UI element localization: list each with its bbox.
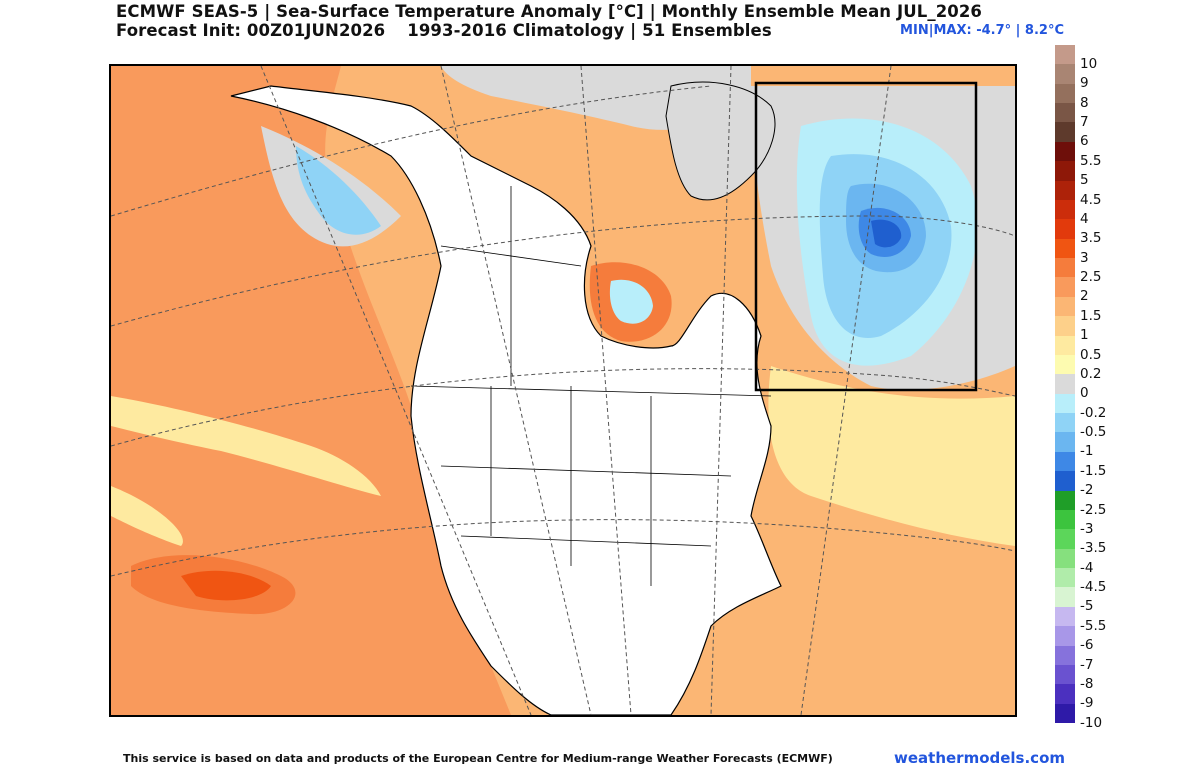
colorbar-label: -1 <box>1080 443 1094 460</box>
colorbar-segment <box>1055 703 1075 724</box>
colorbar-segment <box>1055 180 1075 201</box>
colorbar-label: 10 <box>1080 56 1098 72</box>
footer-attribution: This service is based on data and produc… <box>123 752 833 765</box>
colorbar-label: 2.5 <box>1080 269 1102 286</box>
colorbar-label: 1.5 <box>1080 307 1102 324</box>
political-borders <box>410 186 772 586</box>
colorbar-segment <box>1055 393 1075 414</box>
colorbar-label: 5 <box>1080 172 1089 189</box>
colorbar-segment <box>1055 374 1075 395</box>
pacific-hot-spot <box>181 570 271 601</box>
colorbar-segment <box>1055 645 1075 666</box>
colorbar-segment <box>1055 606 1075 627</box>
colorbar-label: 0.5 <box>1080 346 1102 363</box>
atlantic-pale <box>768 366 1015 546</box>
colorbar-segment <box>1055 587 1075 608</box>
colorbar-label: -4.5 <box>1080 579 1107 596</box>
minmax-readout: MIN|MAX: -4.7° | 8.2°C <box>900 23 1064 38</box>
colorbar-label: -8 <box>1080 675 1094 692</box>
colorbar <box>1055 45 1075 724</box>
alaska-gulf-blue <box>296 146 381 235</box>
colorbar-segment <box>1055 529 1075 550</box>
footer-brand[interactable]: weathermodels.com <box>894 749 1066 767</box>
colorbar-segment <box>1055 335 1075 356</box>
pacific-neutral-streak-2 <box>111 486 183 546</box>
colorbar-segment <box>1055 316 1075 337</box>
colorbar-segment <box>1055 277 1075 298</box>
colorbar-label: 3 <box>1080 249 1089 266</box>
highlight-box <box>754 81 978 392</box>
pacific-neutral-streak <box>111 396 381 496</box>
colorbar-segment <box>1055 64 1075 85</box>
colorbar-segment <box>1055 141 1075 162</box>
colorbar-segment <box>1055 354 1075 375</box>
colorbar-label: -3 <box>1080 520 1094 537</box>
colorbar-segment <box>1055 413 1075 433</box>
colorbar-label: -2.5 <box>1080 501 1107 518</box>
colorbar-segment <box>1055 83 1075 104</box>
colorbar-label: 3.5 <box>1080 230 1102 247</box>
colorbar-label: 1 <box>1080 327 1089 344</box>
map-panel <box>109 64 1017 717</box>
colorbar-label: -0.5 <box>1080 424 1107 441</box>
colorbar-label: 2 <box>1080 288 1089 305</box>
colorbar-segment <box>1055 238 1075 259</box>
colorbar-label: -9 <box>1080 695 1094 712</box>
colorbar-segment <box>1055 219 1075 240</box>
colorbar-label: 0 <box>1080 385 1089 402</box>
colorbar-segment <box>1055 161 1075 182</box>
colorbar-segment <box>1055 568 1075 588</box>
north-america-land <box>230 85 782 715</box>
graticule <box>111 66 1015 715</box>
colorbar-label: -7 <box>1080 656 1094 673</box>
north-atlantic-dark-core <box>871 219 902 248</box>
colorbar-segment <box>1055 509 1075 530</box>
colorbar-label: 6 <box>1080 133 1089 150</box>
colorbar-segment <box>1055 103 1075 123</box>
colorbar-segment <box>1055 684 1075 705</box>
colorbar-segment <box>1055 626 1075 646</box>
colorbar-label: 0.2 <box>1080 365 1102 382</box>
forecast-init: Forecast Init: 00Z01JUN2026 <box>116 21 386 40</box>
colorbar-segment <box>1055 296 1075 317</box>
colorbar-label: 9 <box>1080 75 1089 92</box>
colorbar-segment <box>1055 451 1075 472</box>
colorbar-segment <box>1055 432 1075 453</box>
colorbar-segment <box>1055 490 1075 511</box>
colorbar-label: -6 <box>1080 637 1094 654</box>
colorbar-segment <box>1055 548 1075 569</box>
colorbar-label: 5.5 <box>1080 152 1102 169</box>
colorbar-label: 4.5 <box>1080 191 1102 208</box>
title-line-2: Forecast Init: 00Z01JUN2026 1993-2016 Cli… <box>116 21 772 40</box>
pacific-warm-region <box>111 66 511 715</box>
colorbar-label: -5.5 <box>1080 617 1107 634</box>
colorbar-segment <box>1055 258 1075 278</box>
colorbar-label: -2 <box>1080 482 1094 499</box>
sst-anomaly-map <box>111 66 1015 715</box>
colorbar-label: -5 <box>1080 598 1094 615</box>
colorbar-segment <box>1055 122 1075 143</box>
colorbar-label: 4 <box>1080 210 1089 227</box>
hudson-bay-cool <box>609 279 653 324</box>
colorbar-segment <box>1055 199 1075 220</box>
colorbar-label: -1.5 <box>1080 462 1107 479</box>
colorbar-label: -4 <box>1080 559 1094 576</box>
greenland-land <box>665 81 776 201</box>
colorbar-label: -10 <box>1080 714 1103 731</box>
colorbar-label: 7 <box>1080 114 1089 131</box>
colorbar-segment <box>1055 664 1075 685</box>
colorbar-label: -0.2 <box>1080 404 1107 421</box>
colorbar-label: -3.5 <box>1080 540 1107 557</box>
colorbar-segment <box>1055 471 1075 492</box>
colorbar-label: 8 <box>1080 94 1089 111</box>
title-line-1: ECMWF SEAS-5 | Sea-Surface Temperature A… <box>116 2 983 21</box>
colorbar-segment <box>1055 45 1075 65</box>
climatology-info: 1993-2016 Climatology | 51 Ensembles <box>407 21 772 40</box>
